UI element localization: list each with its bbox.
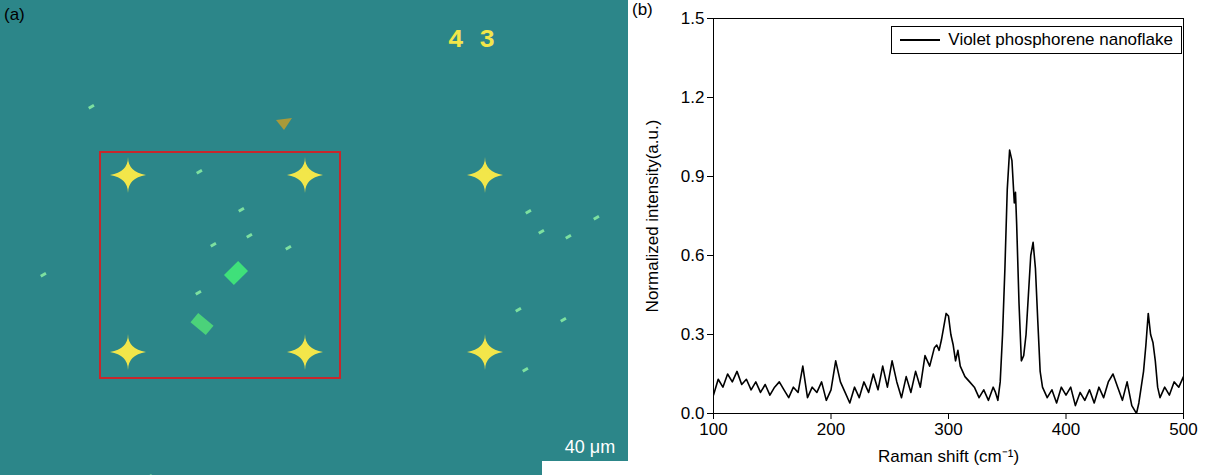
svg-text:400: 400: [1052, 420, 1080, 439]
svg-text:0.6: 0.6: [681, 246, 705, 265]
svg-text:0.9: 0.9: [681, 167, 705, 186]
svg-text:1.2: 1.2: [681, 88, 705, 107]
svg-text:200: 200: [817, 420, 845, 439]
svg-text:1.5: 1.5: [681, 9, 705, 28]
svg-text:Normalized intensity(a.u.): Normalized intensity(a.u.): [643, 120, 662, 313]
svg-text:4 3: 4 3: [448, 25, 495, 55]
svg-text:40 μm: 40 μm: [565, 437, 615, 457]
svg-text:Raman shift (cm⁻¹): Raman shift (cm⁻¹): [878, 447, 1019, 466]
svg-text:100: 100: [699, 420, 727, 439]
svg-text:300: 300: [934, 420, 962, 439]
html-text:(b): (b): [632, 0, 653, 19]
svg-text:0.3: 0.3: [681, 325, 705, 344]
svg-text:(a): (a): [4, 5, 25, 24]
svg-text:500: 500: [1169, 420, 1197, 439]
html-text:Violet phosphorene nanoflake: Violet phosphorene nanoflake: [948, 30, 1173, 49]
svg-text:0.0: 0.0: [680, 403, 705, 423]
